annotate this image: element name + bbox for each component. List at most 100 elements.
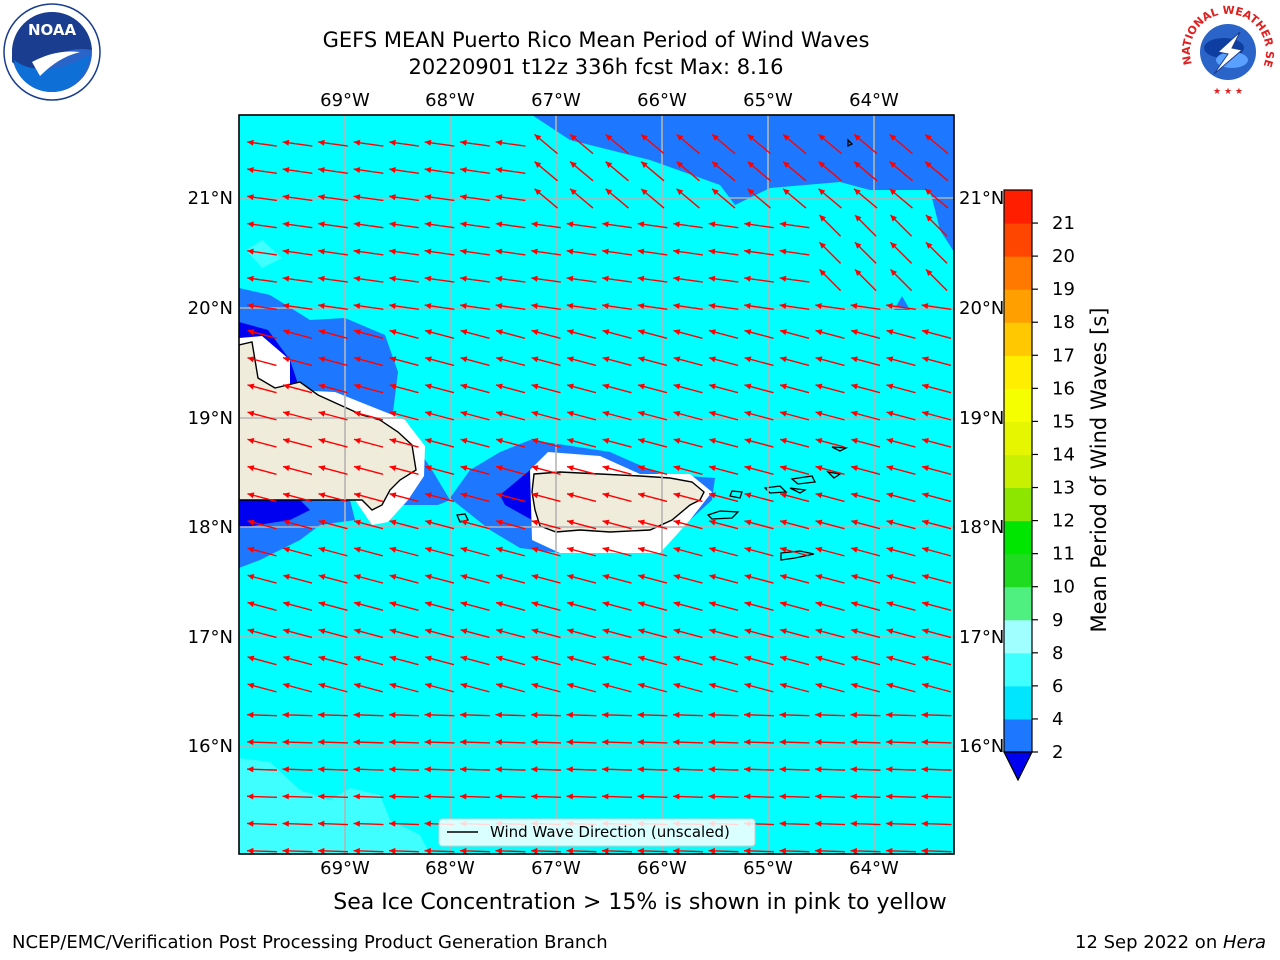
wave-arrow-head: [531, 356, 539, 363]
wave-arrow-head: [495, 793, 502, 800]
wave-arrow-head: [460, 739, 467, 746]
wave-arrow-head: [247, 574, 255, 580]
wave-arrow-head: [708, 711, 715, 718]
wave-arrow-head: [886, 329, 894, 336]
lat-label: 21°N: [959, 188, 1004, 209]
colorbar-segment: [1004, 487, 1032, 522]
wave-arrow-head: [744, 574, 752, 580]
wave-arrow-head: [815, 465, 823, 472]
wave-arrow-head: [566, 739, 573, 746]
wave-arrow-head: [854, 214, 862, 222]
wave-arrow-head: [744, 628, 752, 635]
wave-arrow-head: [496, 601, 503, 608]
wave-arrow-head: [247, 682, 255, 689]
wave-arrow-head: [851, 546, 858, 553]
wave-arrow: [283, 878, 313, 879]
wave-arrow-head: [425, 574, 432, 580]
wave-arrow-head: [709, 682, 716, 689]
wave-arrow-head: [851, 438, 858, 444]
wave-arrow-head: [708, 275, 716, 282]
wave-arrow-head: [815, 766, 822, 773]
colorbar-segment: [1004, 223, 1032, 257]
wave-arrow-head: [282, 302, 290, 310]
wave-arrow-head: [886, 601, 894, 608]
wave-arrow-head: [602, 601, 610, 608]
colorbar-segment: [1004, 388, 1032, 422]
wave-arrow-head: [850, 793, 857, 800]
wave-arrow-head: [354, 329, 361, 336]
wave-arrow-head: [318, 793, 325, 800]
wave-arrow-head: [424, 194, 432, 201]
wave-arrow-head: [389, 194, 396, 201]
wave-arrow-head: [818, 161, 826, 168]
wave-arrow-head: [282, 139, 290, 146]
wave-arrow-head: [318, 248, 325, 255]
wave-arrow-head: [815, 628, 823, 635]
wave-arrow-head: [779, 711, 786, 718]
wave-arrow-head: [780, 655, 787, 662]
wave-arrow-head: [709, 383, 716, 390]
wave-arrow-head: [708, 847, 715, 854]
wave-arrow-head: [815, 519, 823, 526]
wave-arrow-head: [247, 820, 254, 827]
wave-arrow-head: [318, 739, 325, 746]
wave-arrow-head: [744, 275, 751, 282]
wave-arrow-head: [531, 847, 538, 854]
wave-arrow-head: [850, 847, 857, 854]
wave-arrow-head: [709, 574, 716, 580]
map-title: GEFS MEAN Puerto Rico Mean Period of Win…: [322, 28, 870, 52]
colorbar-tick-label: 12: [1052, 511, 1075, 532]
colorbar-tick-label: 10: [1052, 577, 1075, 598]
wave-arrow-head: [921, 766, 928, 773]
wave-arrow-head: [744, 356, 752, 363]
wave-arrow-head: [851, 410, 858, 417]
wave-arrow-head: [389, 438, 397, 444]
colorbar-tick-label: 14: [1052, 444, 1075, 465]
wave-arrow-head: [744, 711, 751, 718]
wave-arrow-head: [531, 601, 539, 608]
wave-arrow-head: [460, 194, 467, 201]
lon-label: 64°W: [849, 858, 899, 879]
period-contour-under-2: [239, 500, 310, 528]
wave-arrow-head: [673, 628, 681, 635]
wave-arrow-head: [283, 465, 290, 472]
wave-arrow-head: [566, 766, 573, 773]
wave-arrow-head: [815, 356, 823, 363]
wave-arrow-head: [780, 410, 787, 417]
wave-arrow-head: [354, 383, 361, 390]
footer-date: 12 Sep 2022 on Hera: [1075, 932, 1266, 953]
wave-arrow-head: [282, 847, 289, 854]
wave-arrow-head: [673, 302, 680, 310]
wave-arrow-head: [850, 739, 857, 746]
wave-arrow-head: [531, 221, 538, 228]
lon-label: 68°W: [425, 858, 475, 879]
wave-arrow-head: [318, 601, 326, 608]
wave-arrow-head: [318, 492, 326, 499]
wave-arrow-head: [712, 161, 719, 168]
lon-labels-bottom: 69°W 68°W 67°W 66°W 65°W 64°W: [320, 858, 899, 879]
wave-arrow-head: [886, 546, 894, 553]
wave-arrow-head: [673, 519, 681, 526]
wave-arrow-head: [779, 793, 786, 800]
wave-arrow-head: [851, 628, 858, 635]
wave-arrow-head: [815, 655, 823, 662]
wave-arrow-head: [708, 248, 716, 255]
svg-text:★ ★ ★: ★ ★ ★: [1213, 87, 1243, 97]
wave-arrow-head: [318, 221, 325, 228]
lon-label: 67°W: [531, 90, 581, 111]
wave-arrow-head: [673, 793, 680, 800]
wave-arrow-head: [602, 492, 610, 499]
wave-arrow-head: [424, 739, 431, 746]
wave-arrow-head: [353, 302, 361, 310]
wave-arrow-head: [602, 546, 610, 553]
lat-labels-left: 21°N 20°N 19°N 18°N 17°N 16°N: [188, 188, 233, 757]
wave-arrow-head: [922, 465, 929, 472]
wave-arrow-head: [673, 655, 681, 662]
wave-arrow-head: [780, 546, 787, 553]
wave-arrow-head: [567, 519, 574, 526]
wave-arrow-head: [282, 739, 289, 746]
wave-arrow-head: [424, 275, 432, 282]
wave-arrow-head: [460, 847, 467, 854]
wave-arrow-head: [602, 329, 610, 336]
wave-arrow-head: [247, 383, 255, 390]
